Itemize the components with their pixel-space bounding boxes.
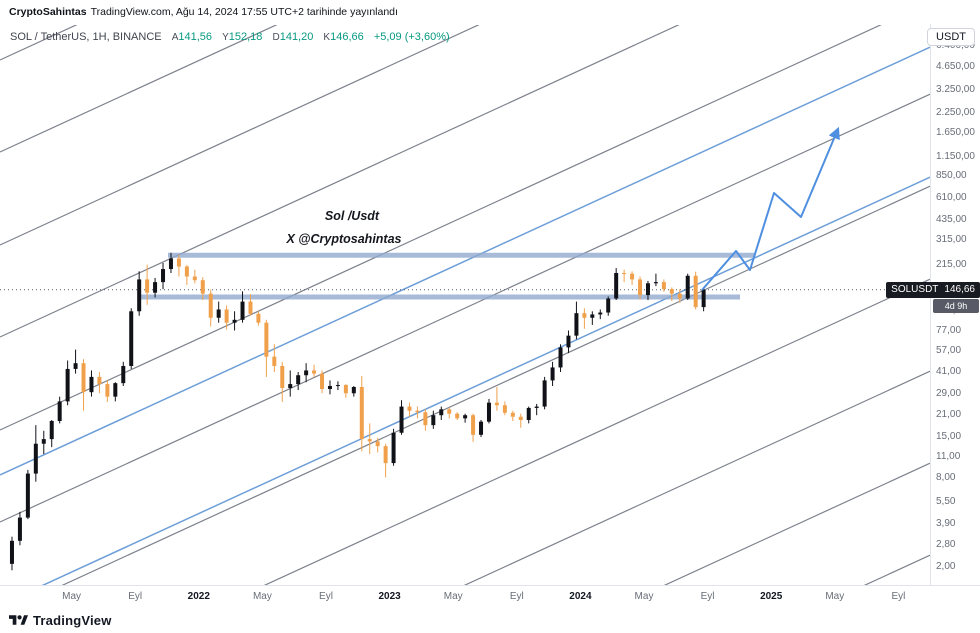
candles xyxy=(9,252,706,571)
support-resistance-bands[interactable] xyxy=(140,252,755,300)
price-chart-canvas[interactable] xyxy=(0,25,930,585)
price-axis-label: 315,00 xyxy=(936,234,967,246)
time-axis-label: May xyxy=(62,591,82,602)
tradingview-brand[interactable]: TradingView xyxy=(33,612,112,628)
open-value: A141,56 xyxy=(171,31,213,43)
price-axis-label: 2,00 xyxy=(936,561,956,572)
attribution-bar: CryptoSahintas TradingView.com, Ağu 14, … xyxy=(0,0,980,24)
time-axis-label: May xyxy=(634,591,654,602)
price-axis-label: 3,90 xyxy=(936,517,956,529)
price-tag-price: 146,66 xyxy=(944,283,975,295)
channel-lines-blue[interactable] xyxy=(0,46,930,585)
time-axis-label: Eyl xyxy=(509,591,524,602)
time-axis-label: May xyxy=(825,591,845,602)
price-axis-label: 21,00 xyxy=(936,409,962,421)
price-axis-label: 8,00 xyxy=(936,471,956,483)
price-axis-label: 850,00 xyxy=(936,170,967,182)
bar-countdown: 4d 9h xyxy=(933,298,979,313)
symbol-title[interactable]: SOL / TetherUS, 1H, BINANCE xyxy=(10,31,162,43)
time-axis-label: 2022 xyxy=(187,591,210,602)
ohlc-legend: SOL / TetherUS, 1H, BINANCE A141,56 Y152… xyxy=(10,31,450,43)
price-axis-label: 2.250,00 xyxy=(936,107,975,119)
price-axis-label: 1.650,00 xyxy=(936,127,975,139)
currency-toggle-button[interactable]: USDT xyxy=(927,28,975,46)
drawing-text-1[interactable]: Sol /Usdt xyxy=(324,209,380,223)
price-axis-label: 5,50 xyxy=(936,495,956,507)
footer-bar: TradingView xyxy=(0,606,980,633)
price-axis-label: 3.250,00 xyxy=(936,83,975,95)
price-axis-label: 215,00 xyxy=(936,259,967,271)
attribution-author: CryptoSahintas xyxy=(9,6,87,18)
high-value: Y152,18 xyxy=(222,31,263,43)
time-axis-label: Eyl xyxy=(319,591,333,602)
time-axis-label: Eyl xyxy=(700,591,715,602)
price-axis-label: 2,80 xyxy=(936,539,956,551)
price-axis-label: 15,00 xyxy=(936,430,962,442)
price-axis-label: 11,00 xyxy=(936,450,961,462)
change-value: +5,09 (+3,60%) xyxy=(373,31,450,43)
time-axis-label: 2025 xyxy=(760,591,783,602)
low-value: D141,20 xyxy=(272,31,314,43)
projection-zigzag[interactable] xyxy=(701,126,840,291)
price-axis-label: 77,00 xyxy=(936,325,962,337)
time-axis[interactable]: May Eyl 2022 May Eyl 2023 May Eyl 2024 May Eyl 2025… xyxy=(0,585,980,608)
price-axis-label: 610,00 xyxy=(936,191,967,203)
channel-lines-gray xyxy=(0,25,930,585)
close-value: K146,66 xyxy=(323,31,364,43)
price-axis-label: 57,00 xyxy=(936,344,962,356)
time-axis-label: May xyxy=(252,591,272,602)
price-axis-label: 435,00 xyxy=(936,213,967,225)
price-axis-label: 41,00 xyxy=(936,366,962,377)
price-axis-label: 29,00 xyxy=(936,388,962,400)
price-axis-label: 1.150,00 xyxy=(936,150,975,162)
time-axis-label: May xyxy=(443,591,463,602)
price-axis-label: 4.650,00 xyxy=(936,60,975,72)
time-axis-label: 2024 xyxy=(569,591,592,602)
tradingview-logo-icon[interactable] xyxy=(9,613,28,628)
attribution-text: TradingView.com, Ağu 14, 2024 17:55 UTC+… xyxy=(90,6,398,18)
drawing-text-2[interactable]: X @Cryptosahintas xyxy=(286,232,402,246)
current-price-tag: SOLUSDT 146,66 xyxy=(886,281,980,298)
chart-area[interactable]: SOL / TetherUS, 1H, BINANCE A141,56 Y152… xyxy=(0,24,980,608)
time-axis-label: 2023 xyxy=(378,591,401,602)
time-axis-label: Eyl xyxy=(891,591,906,602)
time-axis-label: Eyl xyxy=(128,591,143,602)
price-tag-ticker: SOLUSDT xyxy=(891,283,939,295)
